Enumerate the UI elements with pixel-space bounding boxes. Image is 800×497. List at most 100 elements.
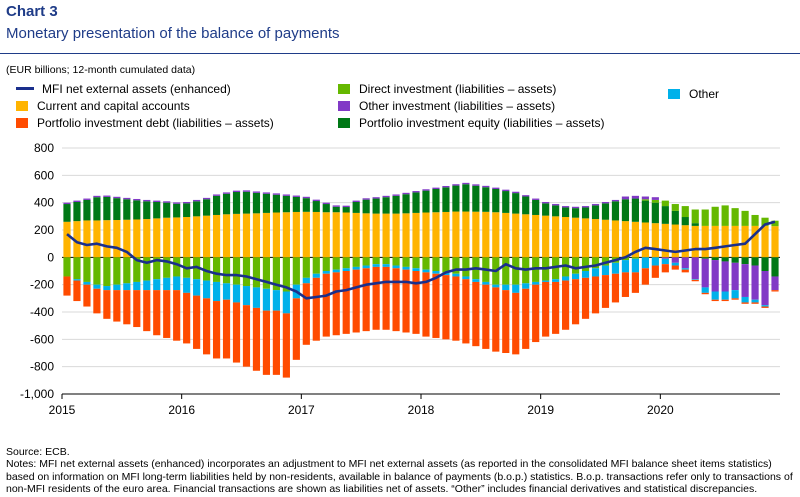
- bar-oi: [352, 200, 360, 202]
- bar-cca: [292, 211, 300, 258]
- bar-pie: [252, 192, 261, 214]
- legend-label-portfolio-equity: Portfolio investment equity (liabilities…: [359, 116, 605, 130]
- legend-label-current-capital: Current and capital accounts: [37, 99, 190, 113]
- bar-pie: [382, 197, 390, 214]
- bar-di: [232, 257, 241, 285]
- bar-pid: [242, 305, 251, 367]
- bar-oth: [621, 260, 630, 273]
- bar-pie: [242, 191, 251, 214]
- bar-pid: [641, 268, 649, 285]
- bar-cca: [462, 211, 470, 258]
- bar-oth: [631, 258, 639, 273]
- bar-cca: [83, 220, 91, 258]
- bar-pie: [153, 201, 161, 219]
- bar-pie: [282, 195, 290, 213]
- bar-pid: [183, 292, 191, 344]
- bar-pie: [83, 199, 91, 221]
- legend-swatch-portfolio-equity: [338, 118, 350, 128]
- bar-di: [322, 257, 330, 271]
- bar-pid: [771, 290, 779, 292]
- bar-pie: [591, 205, 600, 220]
- x-tick-label: 2017: [288, 403, 315, 417]
- notes-block: Source: ECB. Notes: MFI net external ass…: [6, 446, 796, 495]
- bar-pie: [63, 204, 71, 222]
- bar-di: [452, 257, 460, 274]
- bar-oth: [113, 284, 121, 291]
- bar-di: [502, 257, 510, 285]
- bar-oi: [332, 205, 340, 207]
- bar-cca: [482, 211, 490, 258]
- bar-di: [63, 257, 71, 277]
- bar-oth: [183, 277, 191, 293]
- bar-pid: [83, 284, 91, 307]
- bar-pie: [571, 208, 580, 218]
- bar-cca: [532, 214, 540, 258]
- bar-pid: [113, 290, 121, 322]
- bar-pid: [302, 283, 310, 345]
- y-tick-label: 400: [34, 196, 54, 210]
- bar-oth: [482, 281, 490, 285]
- bar-pid: [512, 292, 520, 355]
- legend-swatch-direct-investment: [338, 84, 350, 94]
- bar-pie: [372, 198, 380, 214]
- bar-di: [83, 257, 91, 282]
- bar-oth: [452, 273, 460, 277]
- bar-oth: [312, 273, 320, 278]
- bar-pie: [631, 198, 639, 222]
- bar-pid: [741, 302, 749, 304]
- bar-oi: [761, 271, 769, 306]
- bar-pid: [312, 277, 320, 341]
- bar-pid: [93, 288, 101, 314]
- bar-cca: [502, 212, 510, 258]
- bar-pid: [691, 279, 699, 282]
- bar-pie: [492, 189, 500, 213]
- bar-oth: [382, 264, 390, 267]
- bar-oi: [113, 196, 121, 199]
- bar-cca: [193, 216, 201, 258]
- bar-oth: [143, 280, 151, 291]
- bar-di: [741, 210, 749, 226]
- bar-oi: [711, 260, 719, 292]
- units-label: (EUR billions; 12-month cumulated data): [6, 64, 196, 76]
- bar-oth: [671, 262, 679, 266]
- bar-oth: [701, 287, 709, 293]
- bar-cca: [252, 213, 261, 258]
- bar-oth: [262, 288, 271, 311]
- bar-oth: [362, 265, 370, 269]
- x-tick-label: 2019: [527, 403, 554, 417]
- bar-oi: [203, 197, 211, 200]
- bar-cca: [163, 217, 171, 258]
- y-tick-label: 800: [34, 141, 54, 155]
- legend-swatch-current-capital: [16, 101, 28, 111]
- bar-oth: [412, 268, 420, 271]
- bar-oi: [153, 200, 161, 202]
- bar-oth: [601, 265, 610, 276]
- bar-pie: [522, 196, 530, 215]
- bar-pid: [552, 281, 560, 334]
- bar-di: [721, 205, 729, 226]
- bar-oth: [472, 279, 480, 282]
- bar-oth: [721, 291, 729, 300]
- bar-pid: [63, 276, 71, 296]
- bar-cca: [143, 219, 151, 258]
- bar-oi: [183, 201, 191, 204]
- bar-pie: [502, 191, 510, 213]
- bar-di: [362, 257, 370, 266]
- bar-cca: [73, 221, 81, 258]
- bar-oi: [272, 193, 280, 195]
- bar-pid: [212, 301, 221, 359]
- bar-pid: [581, 277, 590, 319]
- bar-oth: [133, 281, 141, 291]
- bar-di: [532, 257, 540, 282]
- bar-di: [212, 257, 221, 282]
- bar-di: [671, 204, 679, 211]
- bar-oth: [462, 276, 470, 280]
- bar-oi: [302, 196, 310, 199]
- bar-cca: [123, 219, 131, 258]
- bar-cca: [452, 211, 460, 258]
- bar-pid: [502, 290, 510, 353]
- bar-pie: [721, 257, 729, 262]
- bar-pie: [73, 201, 81, 222]
- bar-oi: [382, 195, 390, 198]
- bar-pie: [352, 201, 360, 213]
